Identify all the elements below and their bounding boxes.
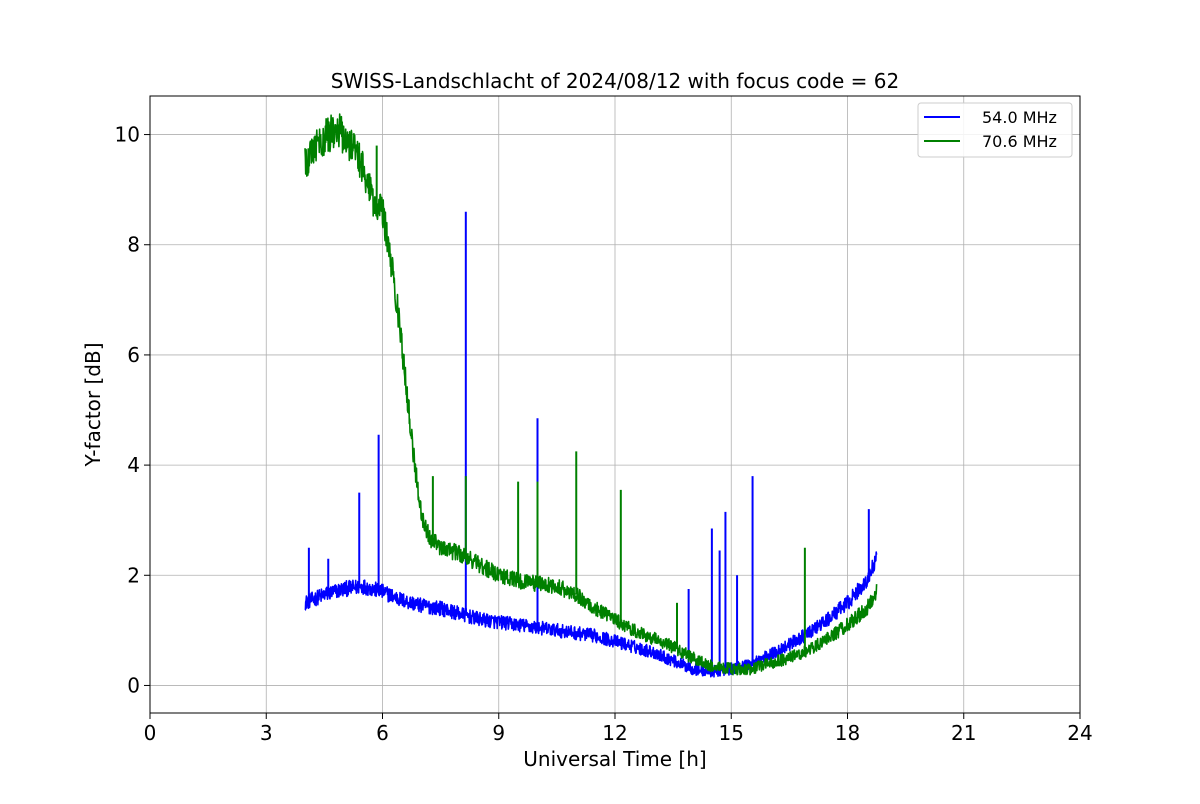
chart-title: SWISS-Landschlacht of 2024/08/12 with fo…: [331, 69, 899, 93]
y-tick-label: 8: [127, 233, 140, 257]
y-tick-label: 2: [127, 563, 140, 587]
legend-label-54-mhz: 54.0 MHz: [982, 108, 1057, 127]
x-tick-label: 0: [144, 721, 157, 745]
legend: 54.0 MHz 70.6 MHz: [917, 102, 1073, 158]
x-tick-label: 12: [602, 721, 627, 745]
y-tick-label: 0: [127, 673, 140, 697]
x-tick-label: 3: [260, 721, 273, 745]
x-axis-label: Universal Time [h]: [523, 747, 706, 771]
series-line-54-0-mhz: [304, 551, 878, 678]
x-tick-label: 6: [376, 721, 389, 745]
y-axis-label: Y-factor [dB]: [81, 342, 105, 467]
y-tick-label: 6: [127, 343, 140, 367]
x-tick-label: 24: [1067, 721, 1092, 745]
x-tick-label: 15: [719, 721, 744, 745]
x-tick-label: 21: [951, 721, 976, 745]
legend-label-70-6-mhz: 70.6 MHz: [982, 132, 1057, 151]
x-tick-label: 18: [835, 721, 860, 745]
x-tick-label: 9: [492, 721, 505, 745]
y-tick-label: 10: [115, 123, 140, 147]
series-line-70-6-mhz: [304, 113, 878, 676]
series-layer: [304, 113, 878, 678]
y-tick-label: 4: [127, 453, 140, 477]
